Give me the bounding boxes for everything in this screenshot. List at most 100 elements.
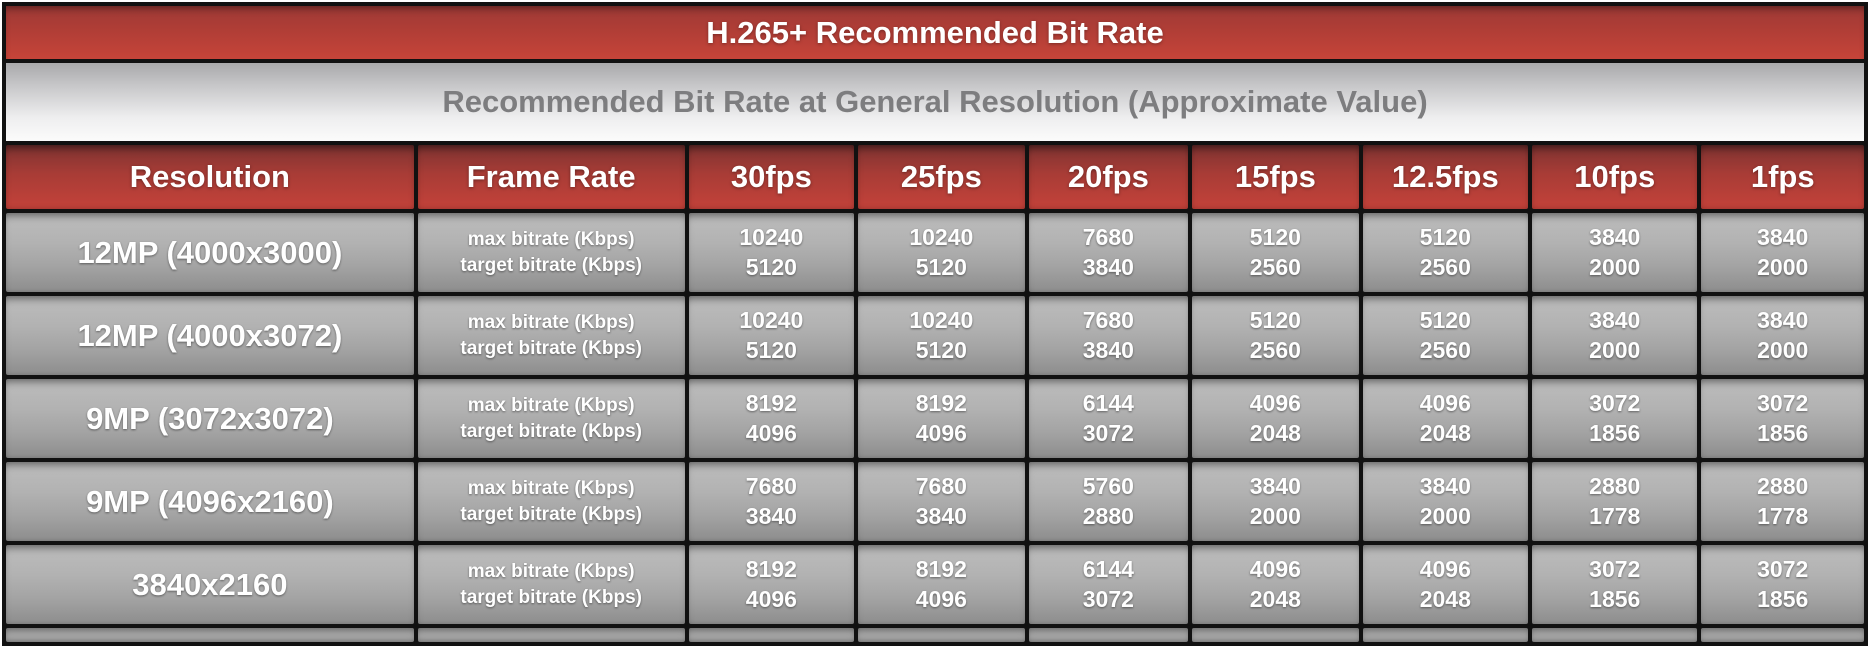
max-bitrate-value: 4096 (1419, 556, 1471, 582)
target-bitrate-value: 4096 (915, 586, 967, 612)
max-bitrate-value: 3072 (1757, 556, 1809, 582)
clipped-cell (1532, 628, 1698, 642)
max-bitrate-value: 7680 (1082, 307, 1134, 333)
max-bitrate-value: 5120 (1249, 307, 1301, 333)
resolution-cell: 9MP (3072x3072) (6, 379, 414, 458)
target-bitrate-value: 2048 (1419, 586, 1471, 612)
max-bitrate-value: 10240 (909, 224, 974, 250)
column-header-25fps: 25fps (858, 145, 1025, 209)
metric-labels-cell: max bitrate (Kbps) target bitrate (Kbps) (417, 296, 685, 375)
table-subtitle: Recommended Bit Rate at General Resoluti… (442, 84, 1428, 119)
column-header-12-5fps: 12.5fps (1362, 145, 1529, 209)
column-header-30fps: 30fps (688, 145, 855, 209)
clipped-cell (417, 628, 685, 642)
max-bitrate-label: max bitrate (Kbps) (467, 312, 635, 333)
bitrate-value-cell: 8192 4096 (858, 379, 1025, 458)
clipped-cell (688, 628, 855, 642)
target-bitrate-value: 3072 (1082, 420, 1134, 446)
bitrate-value-cell: 10240 5120 (858, 213, 1025, 292)
bitrate-value-cell: 10240 5120 (688, 213, 855, 292)
max-bitrate-value: 5120 (1249, 224, 1301, 250)
max-bitrate-value: 5120 (1419, 307, 1471, 333)
clipped-cell (6, 628, 414, 642)
target-bitrate-value: 2048 (1249, 586, 1301, 612)
target-bitrate-value: 3840 (1082, 337, 1134, 363)
bitrate-value-cell: 7680 3840 (1028, 213, 1189, 292)
max-bitrate-value: 3840 (1589, 307, 1641, 333)
max-bitrate-value: 4096 (1249, 390, 1301, 416)
resolution-label: 9MP (3072x3072) (86, 401, 334, 436)
resolution-cell: 12MP (4000x3072) (6, 296, 414, 375)
max-bitrate-value: 8192 (915, 556, 967, 582)
target-bitrate-value: 2000 (1589, 254, 1641, 280)
max-bitrate-value: 3072 (1589, 556, 1641, 582)
max-bitrate-value: 7680 (1082, 224, 1134, 250)
resolution-cell: 9MP (4096x2160) (6, 462, 414, 541)
metric-labels-cell: max bitrate (Kbps) target bitrate (Kbps) (417, 545, 685, 624)
header-row: Resolution Frame Rate 30fps 25fps 20fps … (6, 145, 1864, 209)
bitrate-value-cell: 3840 2000 (1532, 296, 1698, 375)
resolution-label: 12MP (4000x3072) (77, 318, 343, 353)
target-bitrate-value: 1778 (1589, 503, 1641, 529)
max-bitrate-value: 4096 (1249, 556, 1301, 582)
column-header-label: 20fps (1067, 159, 1149, 194)
column-header-frame-rate: Frame Rate (417, 145, 685, 209)
max-bitrate-value: 3840 (1249, 473, 1301, 499)
bitrate-value-cell: 4096 2048 (1192, 379, 1359, 458)
table-row: 12MP (4000x3000) max bitrate (Kbps) targ… (6, 213, 1864, 292)
target-bitrate-label: target bitrate (Kbps) (460, 338, 642, 359)
max-bitrate-value: 7680 (745, 473, 797, 499)
clipped-cell (858, 628, 1025, 642)
clipped-cell (1701, 628, 1864, 642)
target-bitrate-value: 3840 (745, 503, 797, 529)
bitrate-value-cell: 8192 4096 (688, 379, 855, 458)
bitrate-value-cell: 8192 4096 (858, 545, 1025, 624)
max-bitrate-value: 10240 (909, 307, 974, 333)
target-bitrate-value: 5120 (745, 254, 797, 280)
resolution-label: 3840x2160 (132, 567, 288, 602)
bitrate-value-cell: 5120 2560 (1192, 213, 1359, 292)
target-bitrate-label: target bitrate (Kbps) (460, 255, 642, 276)
table-body: 12MP (4000x3000) max bitrate (Kbps) targ… (6, 213, 1864, 624)
max-bitrate-value: 8192 (745, 556, 797, 582)
title-bar: H.265+ Recommended Bit Rate (6, 6, 1864, 59)
target-bitrate-value: 2560 (1419, 337, 1471, 363)
target-bitrate-value: 2560 (1419, 254, 1471, 280)
bitrate-value-cell: 3840 2000 (1362, 462, 1529, 541)
max-bitrate-value: 6144 (1082, 556, 1134, 582)
max-bitrate-value: 10240 (739, 307, 804, 333)
resolution-label: 9MP (4096x2160) (86, 484, 334, 519)
max-bitrate-label: max bitrate (Kbps) (467, 561, 635, 582)
bitrate-value-cell: 3072 1856 (1532, 545, 1698, 624)
bitrate-value-cell: 3840 2000 (1701, 296, 1864, 375)
target-bitrate-value: 5120 (915, 337, 967, 363)
bitrate-value-cell: 6144 3072 (1028, 379, 1189, 458)
page-title: H.265+ Recommended Bit Rate (706, 14, 1164, 50)
target-bitrate-value: 2880 (1082, 503, 1134, 529)
max-bitrate-value: 8192 (915, 390, 967, 416)
bitrate-value-cell: 10240 5120 (858, 296, 1025, 375)
bitrate-value-cell: 7680 3840 (1028, 296, 1189, 375)
clipped-cell (1192, 628, 1359, 642)
max-bitrate-value: 3840 (1757, 224, 1809, 250)
resolution-cell: 12MP (4000x3000) (6, 213, 414, 292)
target-bitrate-value: 2560 (1249, 337, 1301, 363)
resolution-label: 12MP (4000x3000) (77, 235, 343, 270)
max-bitrate-value: 3072 (1589, 390, 1641, 416)
target-bitrate-label: target bitrate (Kbps) (460, 587, 642, 608)
target-bitrate-value: 2048 (1249, 420, 1301, 446)
subtitle-bar: Recommended Bit Rate at General Resoluti… (6, 63, 1864, 141)
target-bitrate-value: 3840 (915, 503, 967, 529)
column-header-label: 1fps (1750, 159, 1815, 194)
target-bitrate-label: target bitrate (Kbps) (460, 421, 642, 442)
column-header-label: 30fps (730, 159, 812, 194)
target-bitrate-value: 4096 (745, 420, 797, 446)
target-bitrate-value: 2000 (1589, 337, 1641, 363)
max-bitrate-value: 6144 (1082, 390, 1134, 416)
column-header-20fps: 20fps (1028, 145, 1189, 209)
max-bitrate-value: 3072 (1757, 390, 1809, 416)
max-bitrate-value: 5120 (1419, 224, 1471, 250)
column-header-15fps: 15fps (1192, 145, 1359, 209)
target-bitrate-value: 2000 (1757, 337, 1809, 363)
clipped-cell (1362, 628, 1529, 642)
